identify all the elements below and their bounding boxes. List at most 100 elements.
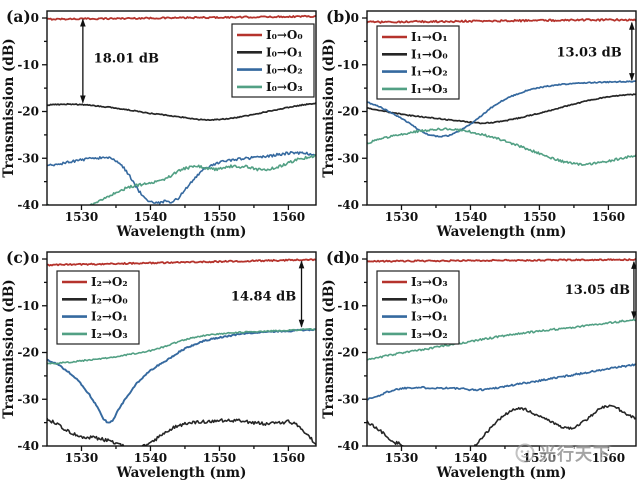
y-axis-title: Transmission (dB) [1,38,17,177]
x-tick-label: 1560 [592,210,625,224]
y-tick-label: -10 [17,299,39,313]
y-axis-title: Transmission (dB) [1,279,17,418]
panel-letter: (a) [6,7,31,26]
x-axis-title: Wavelength (nm) [116,224,247,240]
legend-label: I₂→O₁ [91,310,128,324]
legend: I₃→O₃ I₃→O₀ I₃→O₁ I₃→O₂ [376,270,460,345]
arrowhead-up-icon [629,21,635,30]
y-tick-label: -20 [17,105,39,119]
legend-label: I₁→O₁ [411,30,448,44]
ticks [362,258,610,451]
x-tick-label: 1530 [385,210,418,224]
series-line-red [47,258,316,267]
series-group [367,258,636,447]
x-tick-label: 1540 [134,451,167,465]
arrowhead-up-icon [298,260,305,269]
y-tick-label: 0 [351,11,359,25]
panel-a: 1530 1540 1550 1560 0 -10 -20 -30 -40 Wavelength … [0,0,320,241]
x-tick-label: 1560 [592,451,625,465]
annotation-label: 13.05 dB [565,283,630,298]
annotation: 13.03 dB [556,21,635,82]
panel-c: 1530 1540 1550 1560 0 -10 -20 -30 -40 Wavelength … [0,241,320,483]
legend: I₁→O₁ I₁→O₀ I₁→O₂ I₁→O₃ [376,25,460,100]
y-tick-label: -10 [337,299,359,313]
legend-label: I₀→O₁ [266,45,303,59]
y-tick-label: 0 [31,252,39,266]
tick-labels: 1530 1540 1550 1560 0 -10 -20 -30 -40 [17,11,305,224]
y-tick-label: -30 [17,392,39,406]
chart-panel-b: 1530 1540 1550 1560 0 -10 -20 -30 -40 Wavelength … [321,7,637,240]
series-line-black [47,101,316,121]
chart-panel-d: 1530 1540 1550 1560 0 -10 -20 -30 -40 Wavelength … [321,248,637,481]
ticks [362,17,610,210]
x-tick-label: 1530 [65,451,98,465]
annotation-label: 14.84 dB [231,289,296,304]
x-tick-label: 1560 [272,451,305,465]
panel-letter: (d) [326,248,352,267]
ticks [42,17,290,210]
series-group [47,258,316,447]
annotation-label: 13.03 dB [556,46,621,61]
x-tick-label: 1540 [454,451,487,465]
y-tick-label: -40 [17,439,39,453]
legend-label: I₁→O₀ [411,47,448,61]
series-line-black [367,404,636,447]
x-tick-label: 1530 [385,451,418,465]
y-tick-label: -20 [17,346,39,360]
annotation: 13.05 dB [565,260,637,320]
legend-label: I₃→O₀ [411,292,448,306]
annotation: 18.01 dB [80,18,159,104]
series-line-blue [367,363,636,401]
panel-d: 1530 1540 1550 1560 0 -10 -20 -30 -40 Wavelength … [320,241,640,483]
y-axis-title: Transmission (dB) [321,38,337,177]
series-line-green [47,154,316,206]
legend-label: I₁→O₂ [411,65,448,79]
y-tick-label: -20 [337,346,359,360]
arrowhead-up-icon [631,260,637,269]
series-line-green [367,127,636,166]
series-line-black [367,93,636,125]
x-axis-title: Wavelength (nm) [436,465,567,481]
series-group [47,14,316,206]
panel-letter: (b) [326,7,352,26]
x-tick-label: 1540 [134,210,167,224]
y-tick-label: 0 [351,252,359,266]
x-tick-label: 1550 [523,210,556,224]
x-tick-label: 1560 [272,210,305,224]
arrowhead-down-icon [631,311,637,320]
y-axis-title: Transmission (dB) [321,279,337,418]
legend: I₂→O₂ I₂→O₀ I₂→O₁ I₂→O₃ [56,270,140,345]
panel-b: 1530 1540 1550 1560 0 -10 -20 -30 -40 Wavelength … [320,0,640,241]
legend-label: I₂→O₂ [91,275,128,289]
x-tick-label: 1550 [523,451,556,465]
annotation: 14.84 dB [231,260,305,328]
panel-letter: (c) [6,248,30,267]
y-tick-label: -10 [337,58,359,72]
legend-label: I₃→O₂ [411,327,448,341]
arrowhead-down-icon [80,95,86,104]
x-axis-title: Wavelength (nm) [116,465,247,481]
y-tick-label: -30 [17,151,39,165]
legend-label: I₀→O₃ [266,80,303,94]
legend-label: I₃→O₃ [411,275,448,289]
legend-label: I₁→O₃ [411,82,448,96]
series-group [367,18,636,166]
y-tick-label: -20 [337,105,359,119]
x-axis-title: Wavelength (nm) [436,224,567,240]
ticks [42,258,290,451]
axes-frame [46,10,317,206]
x-tick-label: 1530 [65,210,98,224]
tick-labels: 1530 1540 1550 1560 0 -10 -20 -30 -40 [17,252,305,465]
axes-frame [46,251,317,447]
legend-label: I₀→O₂ [266,63,303,77]
legend-label: I₂→O₃ [91,327,128,341]
y-tick-label: -30 [337,392,359,406]
legend-label: I₀→O₀ [266,28,303,42]
y-tick-label: -40 [337,198,359,212]
series-line-blue [47,150,316,205]
y-tick-label: -30 [337,151,359,165]
y-tick-label: 0 [31,11,39,25]
legend: I₀→O₀ I₀→O₁ I₀→O₂ I₀→O₃ [231,23,315,98]
tick-labels: 1530 1540 1550 1560 0 -10 -20 -30 -40 [337,11,625,224]
series-line-blue [367,80,636,138]
